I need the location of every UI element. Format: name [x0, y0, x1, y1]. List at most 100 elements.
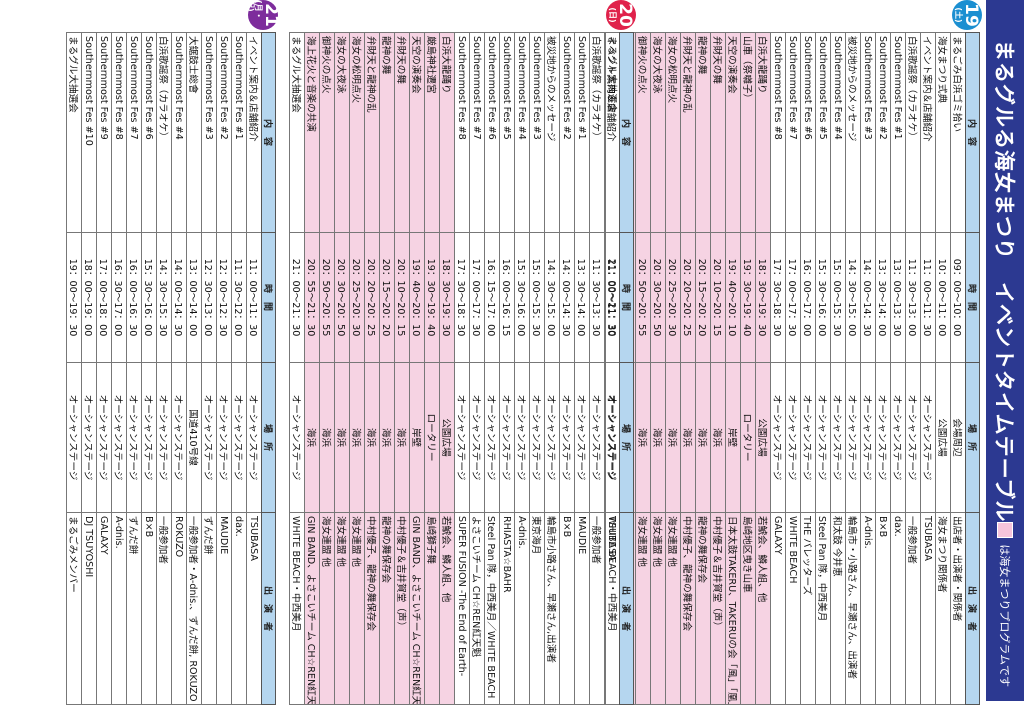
column-header: 時 間: [619, 232, 634, 363]
place-cell: 海浜: [680, 362, 696, 513]
performer-cell: SUPER FUSION -The End of Earth-: [454, 512, 470, 705]
day-number: 19: [961, 3, 982, 27]
content-cell: Southernmost Fes #6: [141, 32, 157, 233]
time-cell: 11：30～12：00: [231, 232, 247, 363]
content-cell: 被災地からのメッセージ: [544, 32, 560, 233]
table-row: Southernmost Fes #7 17：00～17：30 オーシャンステージ W…: [785, 32, 801, 705]
table-row: Southernmost Fes #2 14：00～14：30 オーシャンステージ B…: [559, 32, 575, 705]
performer-cell: ずんだ餅: [201, 512, 217, 705]
time-cell: 13：30～14：00: [875, 232, 891, 363]
time-cell: 20：15～20：20: [379, 232, 395, 363]
table-row: 天空の演奏会 19：40～20：10 岸壁 GIN BAND、よさこいチーム CH☆R…: [409, 32, 425, 705]
content-cell: 海女の松明点火: [665, 32, 681, 233]
table-row: 山車（祭囃子） 19：30～19：40 ロータリー 島崎地区曳き山車: [740, 32, 756, 705]
content-cell: Southernmost Fes #3: [529, 32, 545, 233]
performer-cell: 出店者・出演者・関係者: [950, 512, 966, 705]
performer-cell: ずんだ餅: [126, 512, 142, 705]
performer-cell: 輪島市・小路さん、早瀬さん、出演者: [845, 512, 861, 705]
schedule-table: 内 容時 間場 所出 演 者イベント案内＆店舗紹介 11：00～11：30 オーシャ…: [289, 32, 634, 705]
place-cell: 公園広場: [755, 362, 771, 513]
performer-cell: Steel Pan 隊，中西美月: [815, 512, 831, 705]
place-cell: ロータリー: [740, 362, 756, 513]
performer-cell: B×B: [141, 512, 157, 705]
table-header-row: 内 容時 間場 所出 演 者: [619, 32, 634, 705]
place-cell: オーシャンステージ: [499, 362, 515, 513]
time-cell: 11：00～11：30: [920, 232, 936, 363]
performer-cell: 若鯱会、鱗人組、他: [439, 512, 455, 705]
place-cell: 海浜: [334, 362, 350, 513]
place-cell: オーシャンステージ: [96, 362, 112, 513]
place-cell: 海浜: [379, 362, 395, 513]
place-cell: 海浜: [635, 362, 651, 513]
performer-cell: MAUDIE: [216, 512, 232, 705]
place-cell: オーシャンステージ: [469, 362, 485, 513]
content-cell: 山車（祭囃子）: [740, 32, 756, 233]
content-cell: Southernmost Fes #2: [216, 32, 232, 233]
table-row: 天空の演奏会 19：40～20：10 岸壁 日本太鼓TAKERU、TAKERUの会「風…: [725, 32, 741, 705]
performer-cell: 中村優子＆吉井賀堂（声）: [710, 512, 726, 705]
performer-cell: 一般参加者: [589, 512, 605, 705]
performer-cell: DJ TSUYOSHI: [81, 512, 97, 705]
performer-cell: 中村優子＆吉井賀堂（声）: [394, 512, 410, 705]
performer-cell: 日本太鼓TAKERU、TAKERUの会「風」「凰」: [725, 512, 741, 705]
table-row: 海上花火と音楽の共演 20：55～21：30 海浜 GIN BAND、よさこいチーム …: [304, 32, 320, 705]
place-cell: 海浜: [710, 362, 726, 513]
performer-cell: GALAXY: [770, 512, 786, 705]
performer-cell: 龍神の舞保存会: [695, 512, 711, 705]
content-cell: イベント案内＆店舗紹介: [604, 32, 620, 233]
place-cell: オーシャンステージ: [66, 362, 82, 513]
table-row: イベント案内＆店舗紹介 11：00～11：30 オーシャンステージ TSUBASA: [920, 32, 936, 705]
performer-cell: WHITE BEACH・中西美月: [289, 512, 305, 705]
performer-cell: 中村優子、龍神の舞保存会: [680, 512, 696, 705]
content-cell: 白浜歌謡祭（カラオケ）: [589, 32, 605, 233]
table-row: 弁財天の舞 20：10～20：15 海浜 中村優子＆吉井賀堂（声）: [710, 32, 726, 705]
time-cell: 17：00～17：30: [785, 232, 801, 363]
performer-cell: 島崎地区曳き山車: [740, 512, 756, 705]
table-row: 厳島神社遷宮 19：30～19：40 ロータリー 島崎獅子舞: [424, 32, 440, 705]
table-row: 御神火の点火 20：50～20：55 海浜 海女連盟 他: [635, 32, 651, 705]
table-row: Southernmost Fes #8 16：30～17：00 オーシャンステージ A…: [111, 32, 127, 705]
table-row: イベント案内＆店舗紹介 11：00～11：30 オーシャンステージ TSUBASA: [604, 32, 620, 705]
place-cell: オーシャンステージ: [920, 362, 936, 513]
performer-cell: 若鯱会、鱗人組、他: [755, 512, 771, 705]
content-cell: Southernmost Fes #3: [860, 32, 876, 233]
place-cell: 会場周辺: [950, 362, 966, 513]
place-cell: オーシャンステージ: [216, 362, 232, 513]
time-cell: 20：10～20：15: [394, 232, 410, 363]
schedule-table: 内 容時 間場 所出 演 者まるごみ白浜ゴミ拾い 09：00～10：00 会場周辺出…: [605, 32, 980, 705]
place-cell: オーシャンステージ: [201, 362, 217, 513]
time-cell: 12：30～13：00: [201, 232, 217, 363]
table-row: 海女の松明点火 20：25～20：30 海浜 海女連盟 他: [665, 32, 681, 705]
performer-cell: 一般参加者: [905, 512, 921, 705]
content-cell: Southernmost Fes #7: [126, 32, 142, 233]
table-row: Southernmost Fes #7 17：00～17：30 オーシャンステージよ…: [469, 32, 485, 705]
performer-cell: 和太鼓 今井恵: [830, 512, 846, 705]
performer-cell: 中村優子、龍神の舞保存会: [364, 512, 380, 705]
time-cell: 09：00～10：00: [950, 232, 966, 363]
time-cell: 16：30～17：00: [111, 232, 127, 363]
content-cell: Southernmost Fes #8: [111, 32, 127, 233]
table-row: Southernmost Fes #3 12：30～13：00 オーシャンステージず…: [201, 32, 217, 705]
performer-cell: B×B: [875, 512, 891, 705]
time-cell: 13：00～13：30: [890, 232, 906, 363]
place-cell: オーシャンステージ: [81, 362, 97, 513]
place-cell: 海浜: [304, 362, 320, 513]
place-cell: オーシャンステージ: [246, 362, 262, 513]
table-row: Southernmost Fes #8 17：30～18：30 オーシャンステージ G…: [770, 32, 786, 705]
performer-cell: ROKUZO: [171, 512, 187, 705]
column-header: 場 所: [261, 362, 276, 513]
content-cell: 弁財天の舞: [394, 32, 410, 233]
place-cell: オーシャンステージ: [231, 362, 247, 513]
performer-cell: THE バレッターズ: [800, 512, 816, 705]
column-header: 内 容: [619, 32, 634, 233]
day-of-week: (月・祝): [246, 0, 264, 20]
performer-cell: A-dnis.: [860, 512, 876, 705]
column-header: 場 所: [965, 362, 980, 513]
time-cell: 19：40～20：10: [725, 232, 741, 363]
time-cell: 19：30～19：40: [424, 232, 440, 363]
performer-cell: Steel Pan 隊，中西美月／WHITE BEACH: [484, 512, 500, 705]
table-row: Southernmost Fes #3 15：00～15：30 オーシャンステージ東…: [529, 32, 545, 705]
column-header: 時 間: [261, 232, 276, 363]
page-title: まるグルる海女まつり イベントタイムテーブル: [992, 40, 1016, 523]
